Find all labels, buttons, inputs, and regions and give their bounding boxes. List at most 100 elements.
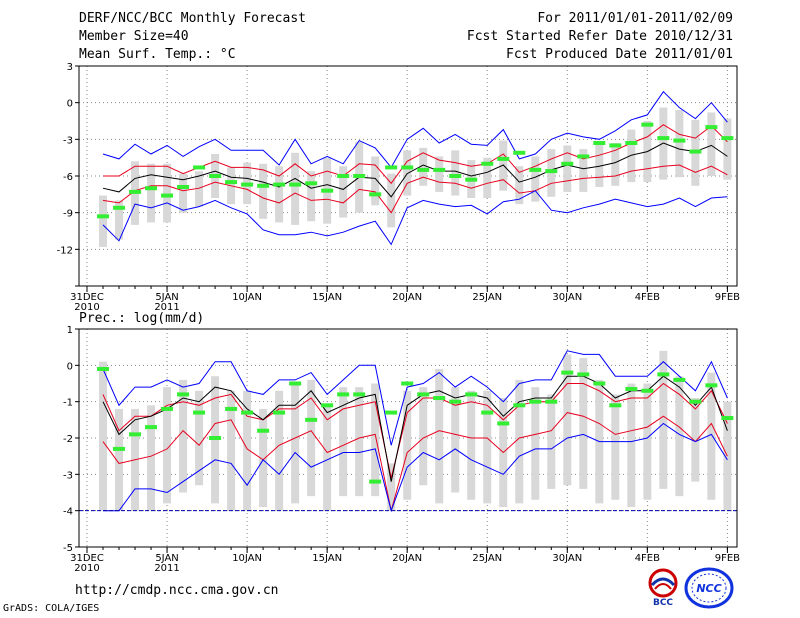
panel1-spread-box — [659, 107, 668, 180]
panel2-observation-marker — [369, 479, 382, 484]
panel2-observation-marker — [481, 410, 494, 415]
panel2-spread-box — [483, 390, 492, 504]
panel1-x-tick-label: 31DEC — [70, 292, 104, 303]
panel2-observation-marker — [145, 425, 158, 430]
variable-label: Mean Surf. Temp.: °C — [79, 47, 236, 62]
panel1-spread-box — [259, 163, 268, 219]
panel1-series-mean — [102, 142, 728, 198]
panel2-y-tick-label: -5 — [63, 543, 73, 554]
panel1-observation-marker — [721, 136, 734, 141]
panel1-spread-box — [147, 163, 156, 223]
panel2-spread-box — [547, 394, 556, 489]
panel1-observation-marker — [657, 136, 670, 141]
panel1-spread-box — [531, 156, 540, 202]
panel2-y-tick-label: 1 — [67, 325, 73, 336]
panel1-y-tick-label: -9 — [63, 209, 73, 220]
panel1-series-min — [102, 190, 728, 246]
chart-title: DERF/NCC/BCC Monthly Forecast — [79, 11, 306, 26]
panel1-y-tick-label: -6 — [63, 172, 73, 183]
panel1-observation-marker — [609, 143, 622, 148]
panel2-spread-box — [163, 387, 172, 504]
panel2-observation-marker — [129, 432, 142, 437]
panel1-spread-box — [595, 143, 604, 187]
panel2-observation-marker — [721, 416, 734, 421]
panel2-spread-box — [675, 376, 684, 497]
panel2-spread-box — [467, 390, 476, 500]
panel2-y-tick-label: -1 — [63, 398, 73, 409]
panel1-observation-marker — [641, 122, 654, 127]
panel2-spread-box — [563, 354, 572, 486]
panel2-spread-box — [403, 390, 412, 500]
panel2-spread-box — [371, 383, 380, 497]
panel1-spread-box — [563, 145, 572, 192]
panel2-x-tick-label: 5JAN — [155, 553, 178, 564]
panel2-x-tick-sublabel: 2011 — [154, 563, 179, 574]
panel1-spread-box — [195, 171, 204, 207]
panel1-observation-marker — [145, 186, 158, 191]
panel1-x-tick-label: 15JAN — [312, 292, 342, 303]
panel1-spread-box — [483, 157, 492, 198]
panel2-spread-box — [643, 383, 652, 500]
panel2-observation-marker — [177, 392, 190, 397]
panel2-spread-box — [291, 383, 300, 504]
panel2-x-tick-label: 9FEB — [715, 553, 740, 564]
panel2-series-upper — [102, 382, 728, 479]
panel2-spread-box — [339, 387, 348, 497]
panel2-x-tick-label: 4FEB — [635, 553, 660, 564]
panel2-series-min — [103, 422, 728, 513]
panel1-spread-box — [707, 112, 716, 176]
panel1-observation-marker — [593, 141, 606, 145]
panel1-observation-marker — [225, 180, 238, 185]
panel2-spread-box — [419, 387, 428, 486]
panel1-x-tick-label: 25JAN — [472, 292, 502, 303]
panel2-observation-marker — [433, 396, 446, 401]
panel1-observation-marker — [545, 169, 558, 174]
panel2-observation-marker — [657, 372, 670, 377]
panel2-observation-marker — [545, 399, 558, 404]
panel2-spread-box — [627, 383, 636, 508]
panel1-observation-marker — [337, 174, 350, 178]
forecast-start-date-label: Fcst Started Refer Date 2010/12/31 — [466, 29, 733, 44]
panel2-observation-marker — [417, 392, 430, 397]
panel1-observation-marker — [625, 141, 638, 145]
panel2-spread-box — [227, 390, 236, 511]
panel1-observation-marker — [561, 161, 574, 166]
panel2-spread-box — [355, 387, 364, 497]
panel2-observation-marker — [241, 410, 254, 415]
panel1-x-tick-label: 30JAN — [552, 292, 582, 303]
panel2-observation-marker — [257, 428, 270, 433]
panel2-observation-marker — [193, 410, 206, 415]
panel2-observation-marker — [449, 399, 462, 404]
panel1-spread-box — [99, 195, 108, 247]
panel2-observation-marker — [593, 381, 606, 386]
panel2-observation-marker — [625, 386, 638, 391]
panel2-series-lower — [102, 412, 728, 511]
panel2-spread-box — [515, 379, 524, 504]
panel2-observation-marker — [385, 410, 398, 415]
panel1-spread-box — [723, 118, 732, 180]
panel1-observation-marker — [465, 177, 478, 182]
panel1-observation-marker — [193, 165, 206, 170]
panel1-observation-marker — [241, 182, 254, 187]
panel1-spread-box — [611, 143, 620, 186]
panel2-observation-marker — [673, 377, 686, 382]
panel1-observation-marker — [273, 182, 286, 187]
panel2-observation-marker — [641, 388, 654, 393]
grads-credit: GrADS: COLA/IGES — [3, 603, 100, 614]
panel2-observation-marker — [225, 406, 238, 411]
forecast-period-label: For 2011/01/01-2011/02/09 — [537, 11, 733, 26]
panel2-spread-box — [307, 379, 316, 497]
panel1-observation-marker — [177, 185, 190, 189]
panel1-observation-marker — [353, 174, 366, 178]
panel1-observation-marker — [97, 214, 110, 219]
panel1-observation-marker — [529, 167, 542, 172]
panel2-x-tick-label: 31DEC — [70, 553, 104, 564]
panel1-observation-marker — [577, 154, 590, 159]
panel2-observation-marker — [209, 436, 222, 440]
panel2-x-tick-label: 25JAN — [472, 553, 502, 564]
panel1-spread-box — [419, 147, 428, 186]
panel2-observation-marker — [337, 392, 350, 397]
panel2-observation-marker — [321, 403, 334, 408]
panel2-observation-marker — [113, 446, 126, 451]
